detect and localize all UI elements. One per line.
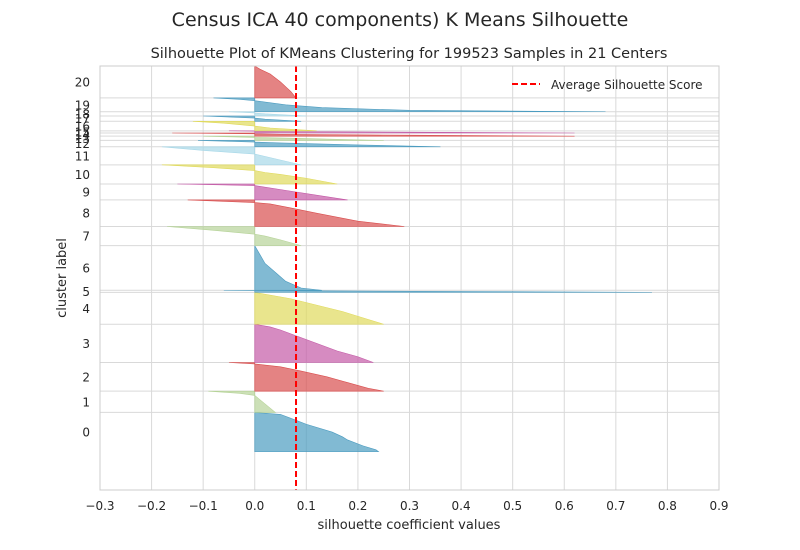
chart-title: Silhouette Plot of KMeans Clustering for… <box>151 46 668 62</box>
cluster-16-label: 16 <box>75 120 90 134</box>
legend: Average Silhouette Score <box>512 78 703 92</box>
x-tick-label: −0.1 <box>189 499 218 513</box>
x-axis-label: silhouette coefficient values <box>318 518 501 533</box>
cluster-19-silhouette <box>213 97 606 113</box>
cluster-12-silhouette <box>198 140 441 148</box>
cluster-14-label: 14 <box>75 128 90 142</box>
cluster-11-label: 11 <box>75 149 90 163</box>
cluster-10-label: 10 <box>75 168 90 182</box>
cluster-11-silhouette <box>161 146 302 166</box>
silhouette-areas <box>161 65 652 453</box>
cluster-13-label: 13 <box>75 132 90 146</box>
x-tick-label: 0.3 <box>400 499 419 513</box>
cluster-9-label: 9 <box>82 185 90 199</box>
x-tick-labels: −0.3 −0.2 −0.1 0.0 0.1 0.2 0.3 0.4 0.5 0.6 0.7 0.8 0… <box>85 499 728 513</box>
y-axis-label: cluster label <box>55 238 70 318</box>
cluster-9-silhouette <box>177 183 348 201</box>
cluster-10-silhouette <box>161 164 338 185</box>
cluster-6-label: 6 <box>82 261 90 275</box>
plot-frame <box>99 65 720 491</box>
x-tick-label: −0.3 <box>85 499 114 513</box>
x-tick-label: 0.4 <box>452 499 471 513</box>
cluster-19-label: 19 <box>75 98 90 112</box>
cluster-4-label: 4 <box>82 302 90 316</box>
legend-label: Average Silhouette Score <box>551 78 703 92</box>
cluster-17-label: 17 <box>75 112 90 126</box>
cluster-0-label: 0 <box>82 426 90 440</box>
figure-suptitle: Census ICA 40 components) K Means Silhou… <box>172 9 629 31</box>
x-tick-label: 0.2 <box>348 499 367 513</box>
cluster-2-label: 2 <box>82 370 90 384</box>
cluster-2-silhouette <box>228 362 384 392</box>
cluster-1-label: 1 <box>82 395 90 409</box>
x-tick-label: −0.2 <box>137 499 166 513</box>
cluster-5-label: 5 <box>82 285 90 299</box>
cluster-7-silhouette <box>167 226 302 246</box>
cluster-7-label: 7 <box>82 230 90 244</box>
cluster-3-label: 3 <box>82 337 90 351</box>
x-tick-label: 0.1 <box>297 499 316 513</box>
x-tick-label: 0.6 <box>555 499 574 513</box>
cluster-20-label: 20 <box>75 75 90 89</box>
cluster-14-silhouette <box>172 132 575 137</box>
cluster-16-silhouette <box>192 121 317 132</box>
cluster-15-label: 15 <box>75 125 90 139</box>
x-tick-label: 0.0 <box>245 499 264 513</box>
cluster-1-silhouette <box>208 390 277 413</box>
cluster-8-label: 8 <box>82 207 90 221</box>
x-tick-label: 0.5 <box>503 499 522 513</box>
cluster-12-label: 12 <box>75 137 90 151</box>
x-tick-label: 0.7 <box>606 499 625 513</box>
cluster-18-label: 18 <box>75 107 90 121</box>
x-tick-label: 0.8 <box>658 499 677 513</box>
x-tick-label: 0.9 <box>709 499 728 513</box>
